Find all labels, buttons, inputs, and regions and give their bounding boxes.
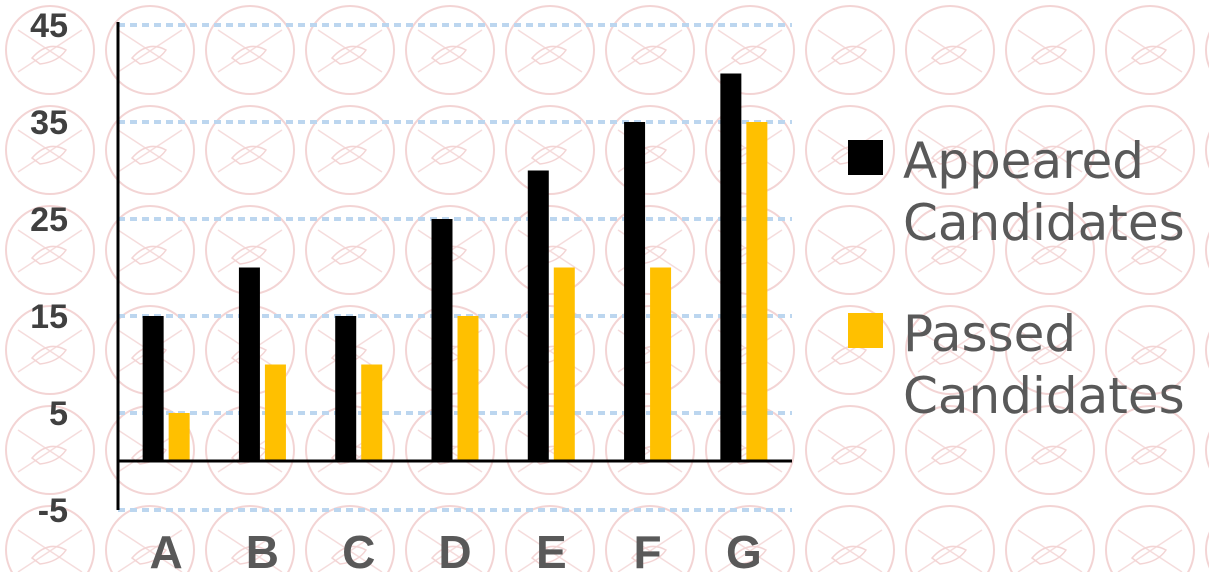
legend-label: Passed: [903, 305, 1076, 363]
legend-swatch: [848, 313, 883, 348]
y-tick-label: -5: [38, 492, 68, 530]
bar-passed-candidates-g: [746, 122, 768, 462]
gridlines: [118, 23, 792, 512]
y-tick-label: 5: [49, 395, 68, 433]
axes: [116, 22, 792, 510]
y-tick-label: 45: [30, 7, 68, 45]
legend-label: Appeared: [903, 132, 1144, 190]
x-tick-label: A: [150, 526, 183, 572]
y-tick-label: 35: [30, 104, 68, 142]
x-tick-label: E: [536, 526, 567, 572]
x-tick-label: G: [726, 526, 762, 572]
bar-passed-candidates-c: [361, 364, 383, 462]
bar-appeared-candidates-a: [142, 316, 164, 462]
x-tick-labels: A B C D E F G: [150, 526, 762, 572]
bar-passed-candidates-d: [457, 316, 479, 462]
bar-appeared-candidates-g: [720, 73, 742, 462]
legend-label-continued: Candidates: [903, 367, 1185, 425]
bar-appeared-candidates-e: [527, 170, 549, 462]
y-tick-label: 25: [30, 201, 68, 239]
y-tick-labels: 45 35 25 15 5 -5: [30, 7, 68, 530]
x-tick-label: D: [438, 526, 471, 572]
bar-appeared-candidates-b: [238, 267, 260, 462]
bar-appeared-candidates-d: [431, 219, 453, 462]
legend-swatch: [848, 140, 883, 175]
x-tick-label: F: [634, 526, 662, 572]
legend-label-continued: Candidates: [903, 194, 1185, 252]
bar-passed-candidates-b: [264, 364, 286, 462]
x-tick-label: C: [342, 526, 375, 572]
bars: [142, 73, 768, 462]
x-tick-label: B: [246, 526, 279, 572]
bar-passed-candidates-a: [168, 413, 190, 462]
bar-passed-candidates-f: [650, 267, 672, 462]
bar-passed-candidates-e: [553, 267, 575, 462]
y-tick-label: 15: [30, 298, 68, 336]
bar-appeared-candidates-f: [624, 122, 646, 462]
bar-appeared-candidates-c: [335, 316, 357, 462]
